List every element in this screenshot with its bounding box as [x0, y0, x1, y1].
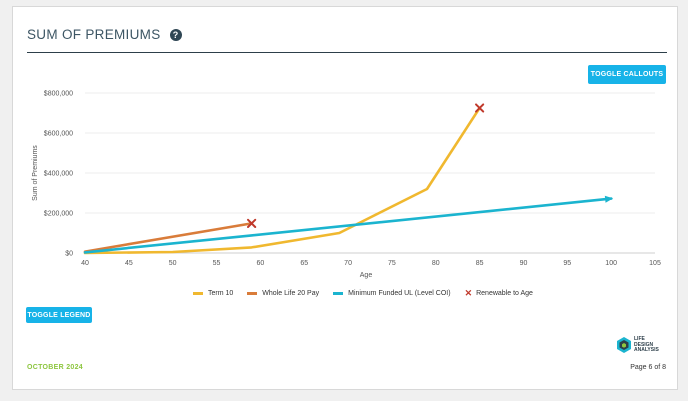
legend-item-min-funded-ul[interactable]: Minimum Funded UL (Level COI) [333, 290, 451, 297]
x-tick-label: 95 [563, 260, 571, 267]
legend-item-whole-life[interactable]: Whole Life 20 Pay [247, 290, 319, 297]
page-number: Page 6 of 8 [630, 364, 666, 371]
x-tick-label: 55 [213, 260, 221, 267]
legend-label-renewable: Renewable to Age [476, 290, 533, 297]
x-mark-stroke [475, 103, 485, 113]
x-tick-label: 65 [300, 260, 308, 267]
toggle-legend-button[interactable]: TOGGLE LEGEND [26, 307, 92, 323]
series-line-term-10 [83, 106, 481, 255]
toggle-callouts-button[interactable]: TOGGLE CALLOUTS [588, 65, 666, 84]
renewable-to-age-marker [247, 218, 257, 228]
x-tick-label: 60 [256, 260, 264, 267]
x-tick-label: 90 [520, 260, 528, 267]
series-line-whole-life-20-pay [83, 222, 253, 253]
x-tick-label: 45 [125, 260, 133, 267]
legend-label-term-10: Term 10 [208, 290, 234, 297]
x-mark-stroke [247, 218, 257, 228]
legend-swatch-whole-life [247, 292, 258, 295]
y-tick-label: $200,000 [44, 211, 73, 218]
x-tick-label: 100 [605, 260, 617, 267]
legend-item-renewable[interactable]: ✕ Renewable to Age [465, 288, 533, 299]
series-line-minimum-funded-ul-level-coi [83, 197, 613, 254]
x-tick-label: 40 [81, 260, 89, 267]
y-axis-label: Sum of Premiums [32, 145, 39, 201]
title-row: SUM OF PREMIUMS ? [27, 27, 182, 42]
legend-swatch-min-funded-ul [333, 292, 344, 295]
logo-hexagon-icon [617, 337, 631, 354]
company-logo: LIFE DESIGN ANALYSIS [617, 336, 659, 354]
logo-line-3: ANALYSIS [634, 347, 659, 353]
y-tick-label: $600,000 [44, 131, 73, 138]
x-tick-label: 85 [476, 260, 484, 267]
x-tick-label: 105 [649, 260, 661, 267]
x-tick-label: 50 [169, 260, 177, 267]
sum-of-premiums-chart: $0 $200,000 $400,000 $600,000 $800,000 40 45 50… [32, 91, 661, 280]
y-tick-label: $800,000 [44, 91, 73, 98]
logo-line-2: DESIGN [634, 341, 654, 348]
y-tick-label: $0 [65, 251, 73, 258]
x-axis-label: Age [360, 272, 373, 279]
logo-text: LIFE DESIGN ANALYSIS [634, 336, 659, 354]
chart-card: SUM OF PREMIUMS ? TOGGLE CALLOUTS $0 $200… [12, 6, 678, 390]
question-circle-icon[interactable]: ? [169, 28, 182, 41]
x-mark-icon: ✕ [464, 288, 473, 298]
logo-line-1: LIFE [634, 336, 645, 342]
title-divider [27, 52, 667, 53]
legend-label-min-funded-ul: Minimum Funded UL (Level COI) [348, 290, 451, 297]
legend-label-whole-life: Whole Life 20 Pay [262, 290, 320, 297]
x-tick-label: 80 [432, 260, 440, 267]
x-tick-label: 75 [388, 260, 396, 267]
x-tick-label: 70 [344, 260, 352, 267]
renewable-to-age-marker [475, 103, 485, 113]
report-date: OCTOBER 2024 [27, 364, 83, 371]
legend-item-term-10[interactable]: Term 10 [193, 290, 233, 297]
legend-swatch-term-10 [193, 292, 203, 295]
page-title: SUM OF PREMIUMS [27, 27, 161, 42]
y-tick-label: $400,000 [44, 171, 73, 178]
series-end-arrow [604, 195, 614, 203]
chart-legend: Term 10 Whole Life 20 Pay Minimum Funded… [193, 288, 547, 299]
